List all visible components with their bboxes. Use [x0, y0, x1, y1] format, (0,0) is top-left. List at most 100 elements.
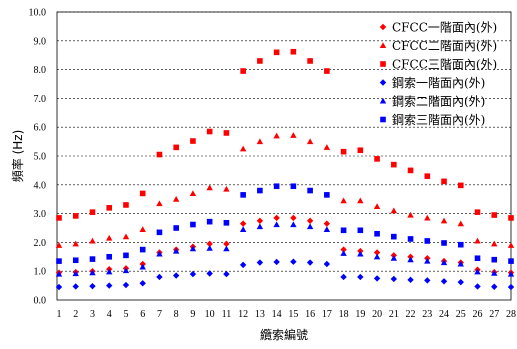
data-point-s2-11 [223, 185, 230, 192]
data-point-s4-14 [273, 258, 280, 266]
data-point-s1-20 [373, 249, 381, 256]
data-point-s6-6 [139, 246, 146, 253]
data-point-s2-24 [440, 217, 448, 224]
series-6 [56, 183, 514, 264]
legend-marker-4 [379, 79, 387, 86]
data-point-s4-23 [424, 277, 431, 284]
data-point-s3-26 [474, 209, 481, 215]
data-point-s4-28 [507, 283, 515, 291]
y-tick-6.0: 6.0 [34, 123, 47, 134]
data-point-s2-1 [55, 242, 63, 248]
data-point-s5-17 [323, 226, 331, 232]
y-tick-0.0: 0.0 [34, 296, 47, 307]
data-point-s1-18 [340, 246, 347, 253]
data-point-s2-7 [156, 200, 163, 207]
x-tick-23: 23 [422, 309, 432, 320]
data-point-s6-15 [290, 183, 297, 190]
y-tick-3.0: 3.0 [34, 209, 47, 220]
data-point-s1-16 [306, 217, 314, 224]
data-point-s6-7 [156, 229, 163, 236]
data-point-s2-8 [172, 196, 180, 202]
data-point-s5-3 [89, 269, 96, 276]
data-point-s6-4 [106, 254, 113, 260]
data-point-s5-12 [239, 226, 247, 232]
x-tick-20: 20 [372, 309, 382, 320]
data-point-s2-28 [507, 242, 515, 248]
x-tick-14: 14 [272, 309, 282, 320]
data-point-s6-21 [391, 233, 397, 240]
data-point-s1-13 [256, 217, 264, 224]
data-point-s4-26 [474, 283, 481, 290]
data-point-s3-10 [206, 128, 213, 135]
data-point-s3-7 [156, 151, 163, 158]
legend-marker-2 [379, 42, 387, 49]
x-tick-27: 27 [489, 309, 499, 320]
series-5 [55, 221, 515, 277]
legend-marker-3 [380, 61, 386, 67]
data-point-s2-16 [306, 138, 314, 145]
data-point-s5-23 [424, 257, 431, 264]
data-point-s3-5 [123, 202, 129, 208]
data-point-s3-9 [190, 138, 196, 144]
data-point-s5-9 [189, 245, 197, 252]
data-point-s5-26 [474, 268, 481, 275]
data-point-s5-28 [507, 270, 515, 277]
data-point-s1-12 [239, 220, 247, 227]
series-4 [55, 258, 515, 291]
data-point-s2-13 [256, 138, 264, 145]
data-point-s3-12 [240, 68, 246, 74]
x-tick-22: 22 [406, 309, 416, 320]
data-point-s4-19 [357, 273, 364, 281]
x-tick-5: 5 [123, 309, 128, 320]
data-point-s6-19 [357, 227, 364, 234]
legend-marker-6 [380, 116, 386, 123]
data-point-s4-17 [323, 260, 331, 268]
data-point-s6-8 [173, 225, 179, 231]
data-point-s1-17 [323, 220, 331, 227]
x-tick-13: 13 [255, 309, 265, 320]
legend-label-4: 鋼索一階面內(外) [392, 75, 485, 90]
data-point-s4-22 [407, 276, 414, 284]
data-point-s4-6 [139, 280, 146, 287]
data-point-s4-24 [440, 278, 448, 285]
data-point-s2-26 [474, 237, 481, 244]
data-point-s5-27 [491, 270, 498, 276]
data-point-s5-14 [273, 221, 280, 228]
data-point-s4-2 [72, 283, 79, 290]
data-point-s6-17 [324, 192, 330, 198]
data-point-s3-28 [508, 215, 514, 221]
y-tick-2.0: 2.0 [34, 238, 47, 249]
data-point-s6-3 [89, 256, 96, 262]
data-point-s5-10 [206, 244, 213, 251]
data-point-s2-14 [273, 132, 280, 139]
data-point-s2-21 [390, 207, 398, 214]
data-point-s2-19 [357, 197, 364, 204]
data-point-s6-23 [424, 238, 431, 244]
plot-frame [56, 11, 512, 301]
data-point-s6-11 [223, 220, 230, 226]
data-point-s5-20 [373, 253, 381, 260]
data-points [55, 48, 515, 291]
data-point-s3-6 [139, 190, 146, 197]
data-point-s5-8 [172, 247, 180, 254]
x-tick-6: 6 [140, 309, 145, 320]
data-point-s6-25 [457, 241, 464, 248]
x-tick-24: 24 [439, 309, 449, 320]
data-point-s5-7 [156, 250, 163, 257]
x-tick-9: 9 [190, 309, 195, 320]
y-tick-8.0: 8.0 [34, 65, 47, 76]
x-tick-17: 17 [322, 309, 332, 320]
legend-marker-5 [379, 97, 387, 104]
data-point-s5-25 [457, 260, 464, 267]
data-point-s2-15 [290, 132, 297, 138]
data-point-s4-9 [189, 270, 197, 278]
x-tick-16: 16 [305, 309, 315, 320]
data-point-s4-7 [156, 273, 163, 281]
y-axis-label: 頻率 (Hz) [10, 130, 25, 183]
legend-marker-1 [379, 23, 387, 31]
legend-label-6: 鋼索三階面內(外) [392, 112, 485, 127]
data-point-s6-1 [56, 258, 62, 264]
data-point-s2-4 [106, 234, 113, 241]
x-tick-12: 12 [238, 309, 248, 320]
